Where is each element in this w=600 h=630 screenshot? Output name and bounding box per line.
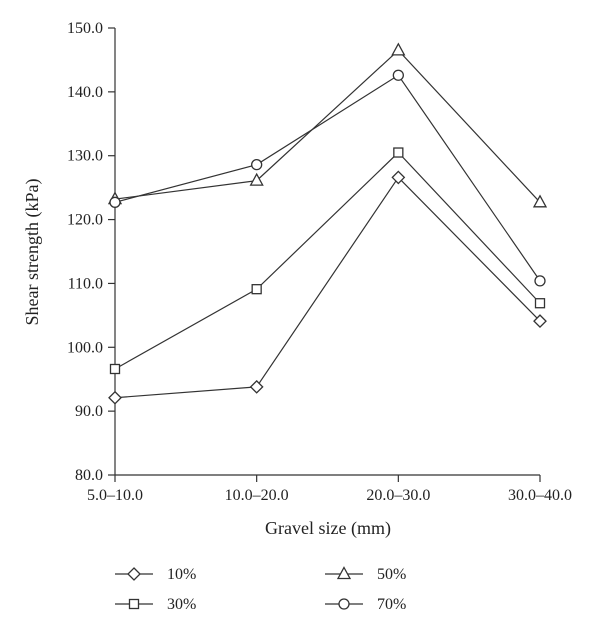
x-axis-title: Gravel size (mm) xyxy=(265,518,391,539)
data-point-diamond xyxy=(391,170,406,185)
data-point-circle xyxy=(109,196,121,208)
legend-label: 70% xyxy=(377,596,406,613)
x-axis-ticks: 5.0–10.0 10.0–20.0 20.0–30.0 30.0–40.0 xyxy=(87,475,572,504)
x-tick-label: 10.0–20.0 xyxy=(225,487,289,504)
data-point-square xyxy=(251,284,262,295)
series-square xyxy=(109,147,546,375)
data-point-triangle xyxy=(249,172,264,186)
legend-item: 10% xyxy=(115,566,196,583)
y-tick-label: 120.0 xyxy=(67,212,103,229)
legend-item: 30% xyxy=(115,596,196,613)
y-axis-ticks: 80.0 90.0 100.0 110.0 120.0 130.0 140.0 150.0 xyxy=(67,20,115,484)
data-point-triangle xyxy=(532,194,548,208)
x-tick-label: 5.0–10.0 xyxy=(87,487,143,504)
series-triangle xyxy=(107,42,548,208)
y-tick-label: 90.0 xyxy=(75,403,103,420)
series-line xyxy=(114,49,541,203)
y-axis-title: Shear strength (kPa) xyxy=(22,179,43,326)
data-point-diamond xyxy=(533,314,547,329)
series-diamond xyxy=(108,170,547,405)
legend-marker-triangle xyxy=(336,566,352,580)
data-point-triangle xyxy=(391,42,406,56)
y-tick-label: 80.0 xyxy=(75,467,103,484)
legend-marker-circle xyxy=(338,598,350,610)
data-point-square xyxy=(393,147,404,158)
plot-area: 80.0 90.0 100.0 110.0 120.0 130.0 140.0 150.0 5… xyxy=(67,20,572,504)
y-tick-label: 140.0 xyxy=(67,84,103,101)
legend-marker-diamond xyxy=(127,567,141,581)
x-tick-label: 30.0–40.0 xyxy=(508,487,572,504)
data-point-circle xyxy=(534,275,546,287)
legend: 10% 30% 50% 70% xyxy=(115,566,406,613)
data-point-diamond xyxy=(108,390,122,405)
series-line xyxy=(114,74,541,282)
data-point-diamond xyxy=(249,379,264,394)
data-point-square xyxy=(534,298,546,309)
data-point-circle xyxy=(392,69,404,81)
series-circle xyxy=(109,69,546,287)
series-line xyxy=(114,176,541,399)
x-tick-label: 20.0–30.0 xyxy=(366,487,430,504)
legend-label: 10% xyxy=(167,566,196,583)
data-point-square xyxy=(109,363,121,375)
legend-marker-square xyxy=(128,598,140,610)
y-tick-label: 100.0 xyxy=(67,339,103,356)
legend-item: 50% xyxy=(325,566,406,583)
legend-label: 50% xyxy=(377,566,406,583)
series-line xyxy=(114,151,541,370)
legend-item: 70% xyxy=(325,596,406,613)
series-layer xyxy=(107,42,548,405)
legend-label: 30% xyxy=(167,596,196,613)
y-tick-label: 150.0 xyxy=(67,20,103,37)
y-tick-label: 110.0 xyxy=(68,275,103,292)
data-point-circle xyxy=(251,159,263,171)
y-tick-label: 130.0 xyxy=(67,148,103,165)
